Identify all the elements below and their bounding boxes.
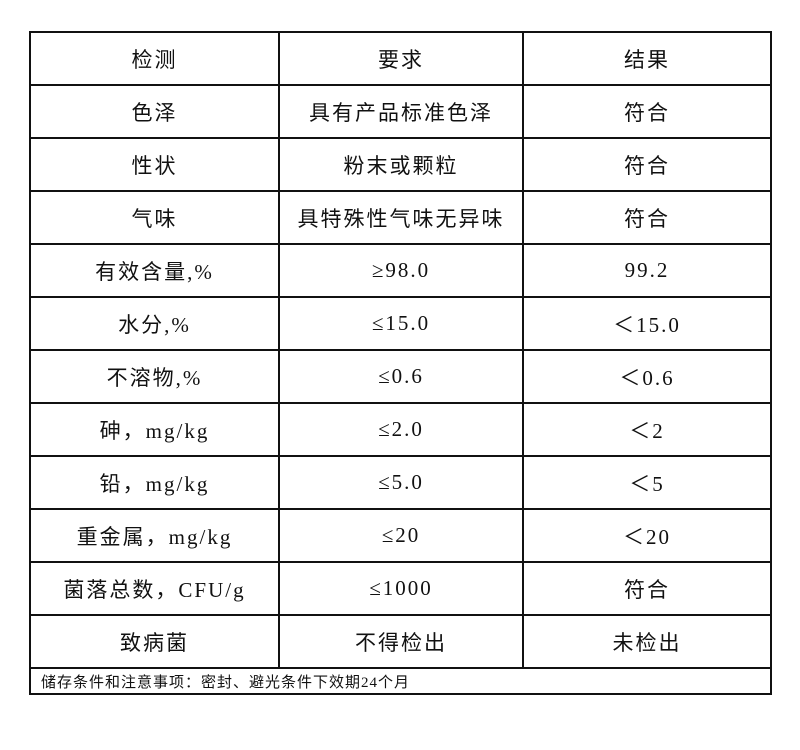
requirement-cell: 具特殊性气味无异味 [278,190,524,245]
item-cell: 气味 [29,190,280,245]
table-row: 不溶物,% ≤0.6 ＜0.6 [29,349,772,404]
requirement-cell: ≤2.0 [278,402,524,457]
item-cell: 不溶物,% [29,349,280,404]
result-cell: ＜20 [522,508,772,563]
table-row: 有效含量,% ≥98.0 99.2 [29,243,772,298]
table-row: 菌落总数，CFU/g ≤1000 符合 [29,561,772,616]
requirement-cell: 具有产品标准色泽 [278,84,524,139]
result-cell: 99.2 [522,243,772,298]
table-row: 性状 粉末或颗粒 符合 [29,137,772,192]
header-cell-requirement: 要求 [278,31,524,86]
result-cell: 未检出 [522,614,772,669]
item-cell: 重金属，mg/kg [29,508,280,563]
result-cell: ＜15.0 [522,296,772,351]
result-cell: 符合 [522,561,772,616]
table-row: 重金属，mg/kg ≤20 ＜20 [29,508,772,563]
table-row: 色泽 具有产品标准色泽 符合 [29,84,772,139]
item-cell: 性状 [29,137,280,192]
requirement-cell: ≤15.0 [278,296,524,351]
item-cell: 水分,% [29,296,280,351]
requirement-cell: ≤1000 [278,561,524,616]
header-row: 检测 要求 结果 [29,31,772,86]
result-cell: 符合 [522,190,772,245]
requirement-cell: ≤5.0 [278,455,524,510]
storage-note: 储存条件和注意事项：密封、避光条件下效期24个月 [29,667,772,695]
result-cell: ＜2 [522,402,772,457]
table-row: 砷，mg/kg ≤2.0 ＜2 [29,402,772,457]
result-cell: ＜5 [522,455,772,510]
item-cell: 菌落总数，CFU/g [29,561,280,616]
table-row: 致病菌 不得检出 未检出 [29,614,772,669]
table-row: 水分,% ≤15.0 ＜15.0 [29,296,772,351]
item-cell: 有效含量,% [29,243,280,298]
requirement-cell: ≤0.6 [278,349,524,404]
result-cell: 符合 [522,137,772,192]
item-cell: 致病菌 [29,614,280,669]
item-cell: 砷，mg/kg [29,402,280,457]
requirement-cell: ≤20 [278,508,524,563]
item-cell: 色泽 [29,84,280,139]
result-cell: ＜0.6 [522,349,772,404]
header-cell-item: 检测 [29,31,280,86]
item-cell: 铅，mg/kg [29,455,280,510]
header-cell-result: 结果 [522,31,772,86]
footer-row: 储存条件和注意事项：密封、避光条件下效期24个月 [29,667,772,695]
requirement-cell: 粉末或颗粒 [278,137,524,192]
table-row: 气味 具特殊性气味无异味 符合 [29,190,772,245]
requirement-cell: ≥98.0 [278,243,524,298]
requirement-cell: 不得检出 [278,614,524,669]
table-row: 铅，mg/kg ≤5.0 ＜5 [29,455,772,510]
inspection-table: 检测 要求 结果 色泽 具有产品标准色泽 符合 性状 粉末或颗粒 符合 气味 具特殊性气味无异… [29,31,772,695]
result-cell: 符合 [522,84,772,139]
